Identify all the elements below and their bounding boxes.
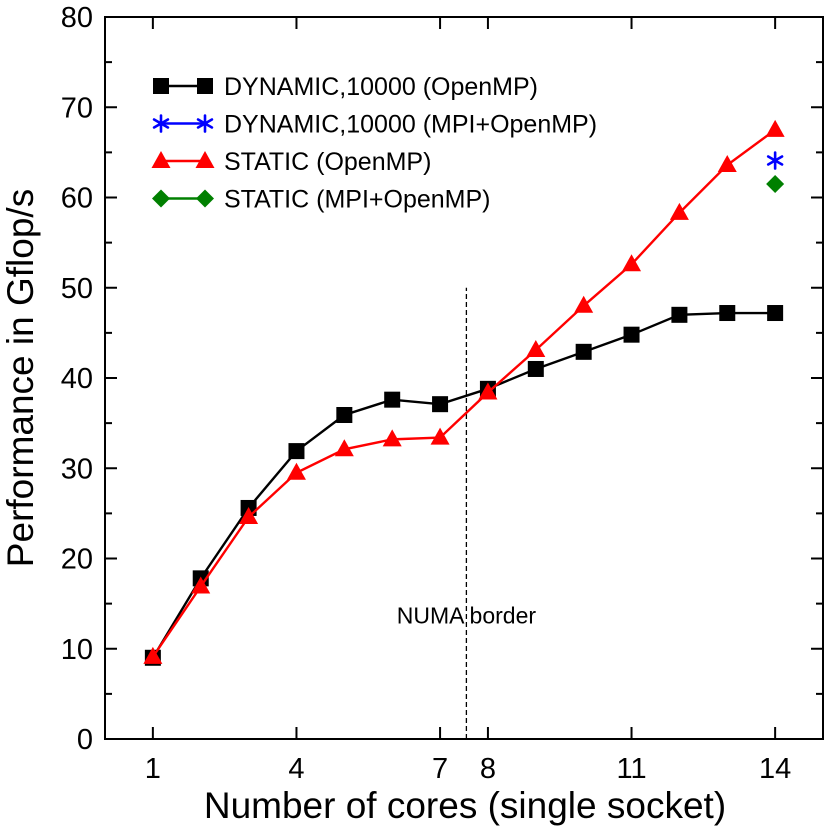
y-tick-label: 20 — [61, 544, 93, 576]
legend-marker — [152, 189, 170, 208]
legend-entry-static-openmp: STATIC (OpenMP) — [151, 148, 431, 176]
x-axis-title: Number of cores (single socket) — [204, 785, 726, 826]
legend: DYNAMIC,10000 (OpenMP) DYNAMIC,10000 (MPI… — [151, 73, 597, 214]
data-point — [767, 305, 784, 322]
legend-marker — [196, 114, 214, 133]
legend-entry-dynamic-10000-openmp: DYNAMIC,10000 (OpenMP) — [153, 73, 538, 101]
data-point — [288, 443, 305, 460]
plot-layer: NUMA border — [143, 119, 785, 739]
data-point — [191, 576, 211, 594]
data-point — [766, 151, 784, 170]
data-point — [478, 382, 498, 400]
data-point — [334, 439, 354, 457]
data-point — [623, 326, 640, 343]
data-point — [432, 396, 449, 413]
data-point — [766, 174, 785, 193]
y-axis-title: Performance in Gflop/s — [0, 189, 41, 567]
x-tick-label: 11 — [616, 753, 646, 785]
series-line — [151, 128, 776, 658]
y-tick-label: 80 — [61, 2, 93, 34]
data-point — [719, 305, 736, 322]
x-tick-label: 14 — [759, 753, 791, 785]
data-point — [574, 295, 594, 313]
data-point — [239, 506, 259, 524]
data-point — [526, 340, 546, 358]
x-tick-label: 8 — [480, 753, 496, 785]
y-tick-label: 50 — [61, 273, 93, 305]
legend-label: DYNAMIC,10000 (OpenMP) — [224, 73, 538, 101]
y-tick-label: 60 — [61, 183, 93, 215]
legend-marker — [195, 151, 215, 168]
legend-label: STATIC (OpenMP) — [224, 148, 431, 176]
x-tick-label: 4 — [288, 753, 304, 785]
series-static-openmp — [143, 119, 785, 664]
data-point — [527, 360, 544, 377]
y-tick-label: 30 — [61, 453, 93, 485]
data-point — [430, 427, 450, 445]
legend-marker — [197, 78, 213, 94]
data-point — [671, 306, 688, 323]
numa-border-label: NUMA border — [397, 602, 537, 628]
legend-label: STATIC (MPI+OpenMP) — [224, 186, 490, 214]
data-point — [143, 646, 163, 664]
data-point — [765, 119, 785, 137]
legend-marker — [153, 78, 169, 94]
legend-marker — [196, 189, 214, 208]
legend-marker — [152, 114, 170, 133]
data-point — [575, 343, 592, 360]
data-point — [382, 429, 402, 447]
y-tick-label: 0 — [77, 724, 93, 756]
legend-marker — [151, 151, 171, 168]
y-tick-label: 10 — [61, 634, 93, 666]
x-tick-label: 7 — [432, 753, 448, 785]
data-point — [286, 462, 306, 480]
legend-entry-static-mpi-openmp: STATIC (MPI+OpenMP) — [152, 186, 490, 214]
data-point — [336, 407, 353, 424]
y-tick-label: 70 — [61, 92, 93, 124]
data-point — [669, 202, 689, 220]
y-tick-label: 40 — [61, 363, 93, 395]
series-dynamic-10000-mpi-openmp — [766, 151, 784, 170]
legend-label: DYNAMIC,10000 (MPI+OpenMP) — [224, 111, 597, 139]
legend-entry-dynamic-10000-mpi-openmp: DYNAMIC,10000 (MPI+OpenMP) — [152, 111, 597, 139]
data-point — [717, 155, 737, 173]
x-tick-label: 1 — [145, 753, 161, 785]
data-point — [384, 391, 401, 408]
series-static-mpi-openmp — [766, 174, 785, 193]
data-point — [622, 254, 642, 272]
